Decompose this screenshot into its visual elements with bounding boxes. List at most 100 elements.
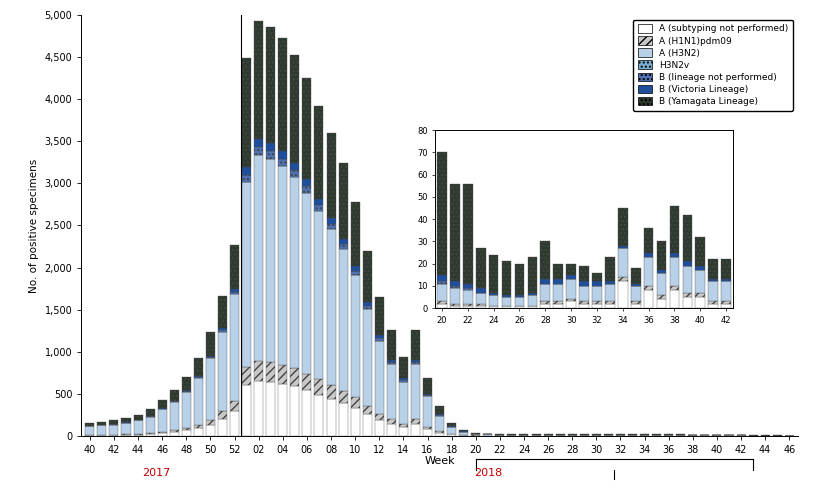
Bar (206, 356, 215, 357)
Bar (374, 336, 383, 338)
Bar (291, 55, 300, 163)
Bar (85, 423, 94, 426)
Bar (437, 284, 447, 302)
Bar (194, 425, 203, 428)
Bar (302, 179, 312, 186)
Bar (326, 218, 335, 224)
Bar (514, 264, 524, 295)
Bar (278, 365, 287, 384)
Bar (463, 184, 473, 284)
Bar (605, 257, 615, 282)
Bar (670, 253, 680, 257)
Bar (708, 259, 718, 279)
Bar (339, 391, 348, 403)
Bar (605, 302, 615, 304)
Bar (339, 244, 348, 249)
Bar (618, 282, 628, 308)
Bar (708, 279, 718, 282)
Bar (278, 38, 287, 151)
Bar (387, 330, 396, 360)
Bar (242, 385, 252, 436)
Bar (527, 293, 537, 295)
Bar (109, 424, 119, 434)
Bar (399, 424, 408, 427)
Bar (721, 279, 731, 282)
Bar (278, 166, 287, 365)
Bar (683, 215, 692, 262)
Bar (146, 433, 155, 434)
Bar (644, 286, 654, 291)
Bar (476, 304, 485, 306)
Bar (182, 377, 190, 390)
Bar (206, 357, 215, 358)
Bar (387, 360, 396, 362)
Bar (580, 282, 589, 286)
Bar (435, 432, 444, 436)
Bar (351, 201, 360, 267)
Bar (374, 341, 383, 414)
Bar (554, 284, 563, 302)
Bar (182, 428, 190, 430)
Bar (230, 411, 239, 436)
Bar (254, 381, 263, 436)
Bar (158, 433, 167, 436)
Bar (302, 192, 312, 374)
Bar (501, 295, 511, 297)
Bar (266, 158, 275, 362)
Bar (618, 248, 628, 277)
Bar (435, 406, 444, 414)
Bar (437, 304, 447, 308)
Bar (463, 291, 473, 304)
Bar (488, 306, 498, 308)
Bar (527, 257, 537, 293)
Bar (254, 155, 263, 361)
Bar (146, 434, 155, 436)
Bar (230, 295, 239, 400)
Bar (592, 273, 602, 282)
Bar (683, 293, 692, 297)
Bar (450, 184, 460, 282)
Bar (302, 374, 312, 390)
Bar (670, 291, 680, 308)
Text: 2018: 2018 (474, 468, 502, 478)
Bar (339, 403, 348, 436)
Bar (351, 267, 360, 271)
Bar (721, 304, 731, 308)
Bar (218, 419, 227, 436)
Bar (85, 435, 94, 436)
Bar (695, 237, 705, 266)
Bar (291, 163, 300, 170)
Bar (374, 338, 383, 341)
Bar (592, 302, 602, 304)
Bar (683, 262, 692, 266)
Bar (339, 239, 348, 244)
Bar (399, 382, 408, 424)
Bar (476, 306, 485, 308)
Bar (514, 295, 524, 297)
Bar (540, 302, 550, 304)
Bar (580, 302, 589, 304)
Bar (374, 297, 383, 336)
Bar (170, 401, 179, 402)
Bar (554, 264, 563, 279)
Bar (644, 291, 654, 308)
Bar (326, 385, 335, 399)
Bar (158, 432, 167, 433)
Bar (435, 431, 444, 432)
Bar (242, 58, 252, 167)
Bar (242, 175, 252, 182)
Bar (463, 284, 473, 288)
Bar (580, 286, 589, 302)
Bar (363, 406, 372, 414)
Bar (435, 415, 444, 416)
Bar (363, 309, 372, 406)
Bar (230, 289, 239, 292)
Bar (411, 424, 420, 436)
Bar (218, 332, 227, 411)
Bar (618, 277, 628, 282)
Bar (170, 402, 179, 430)
Bar (254, 21, 263, 139)
Bar (618, 246, 628, 248)
Bar (423, 395, 432, 396)
Bar (447, 434, 456, 436)
